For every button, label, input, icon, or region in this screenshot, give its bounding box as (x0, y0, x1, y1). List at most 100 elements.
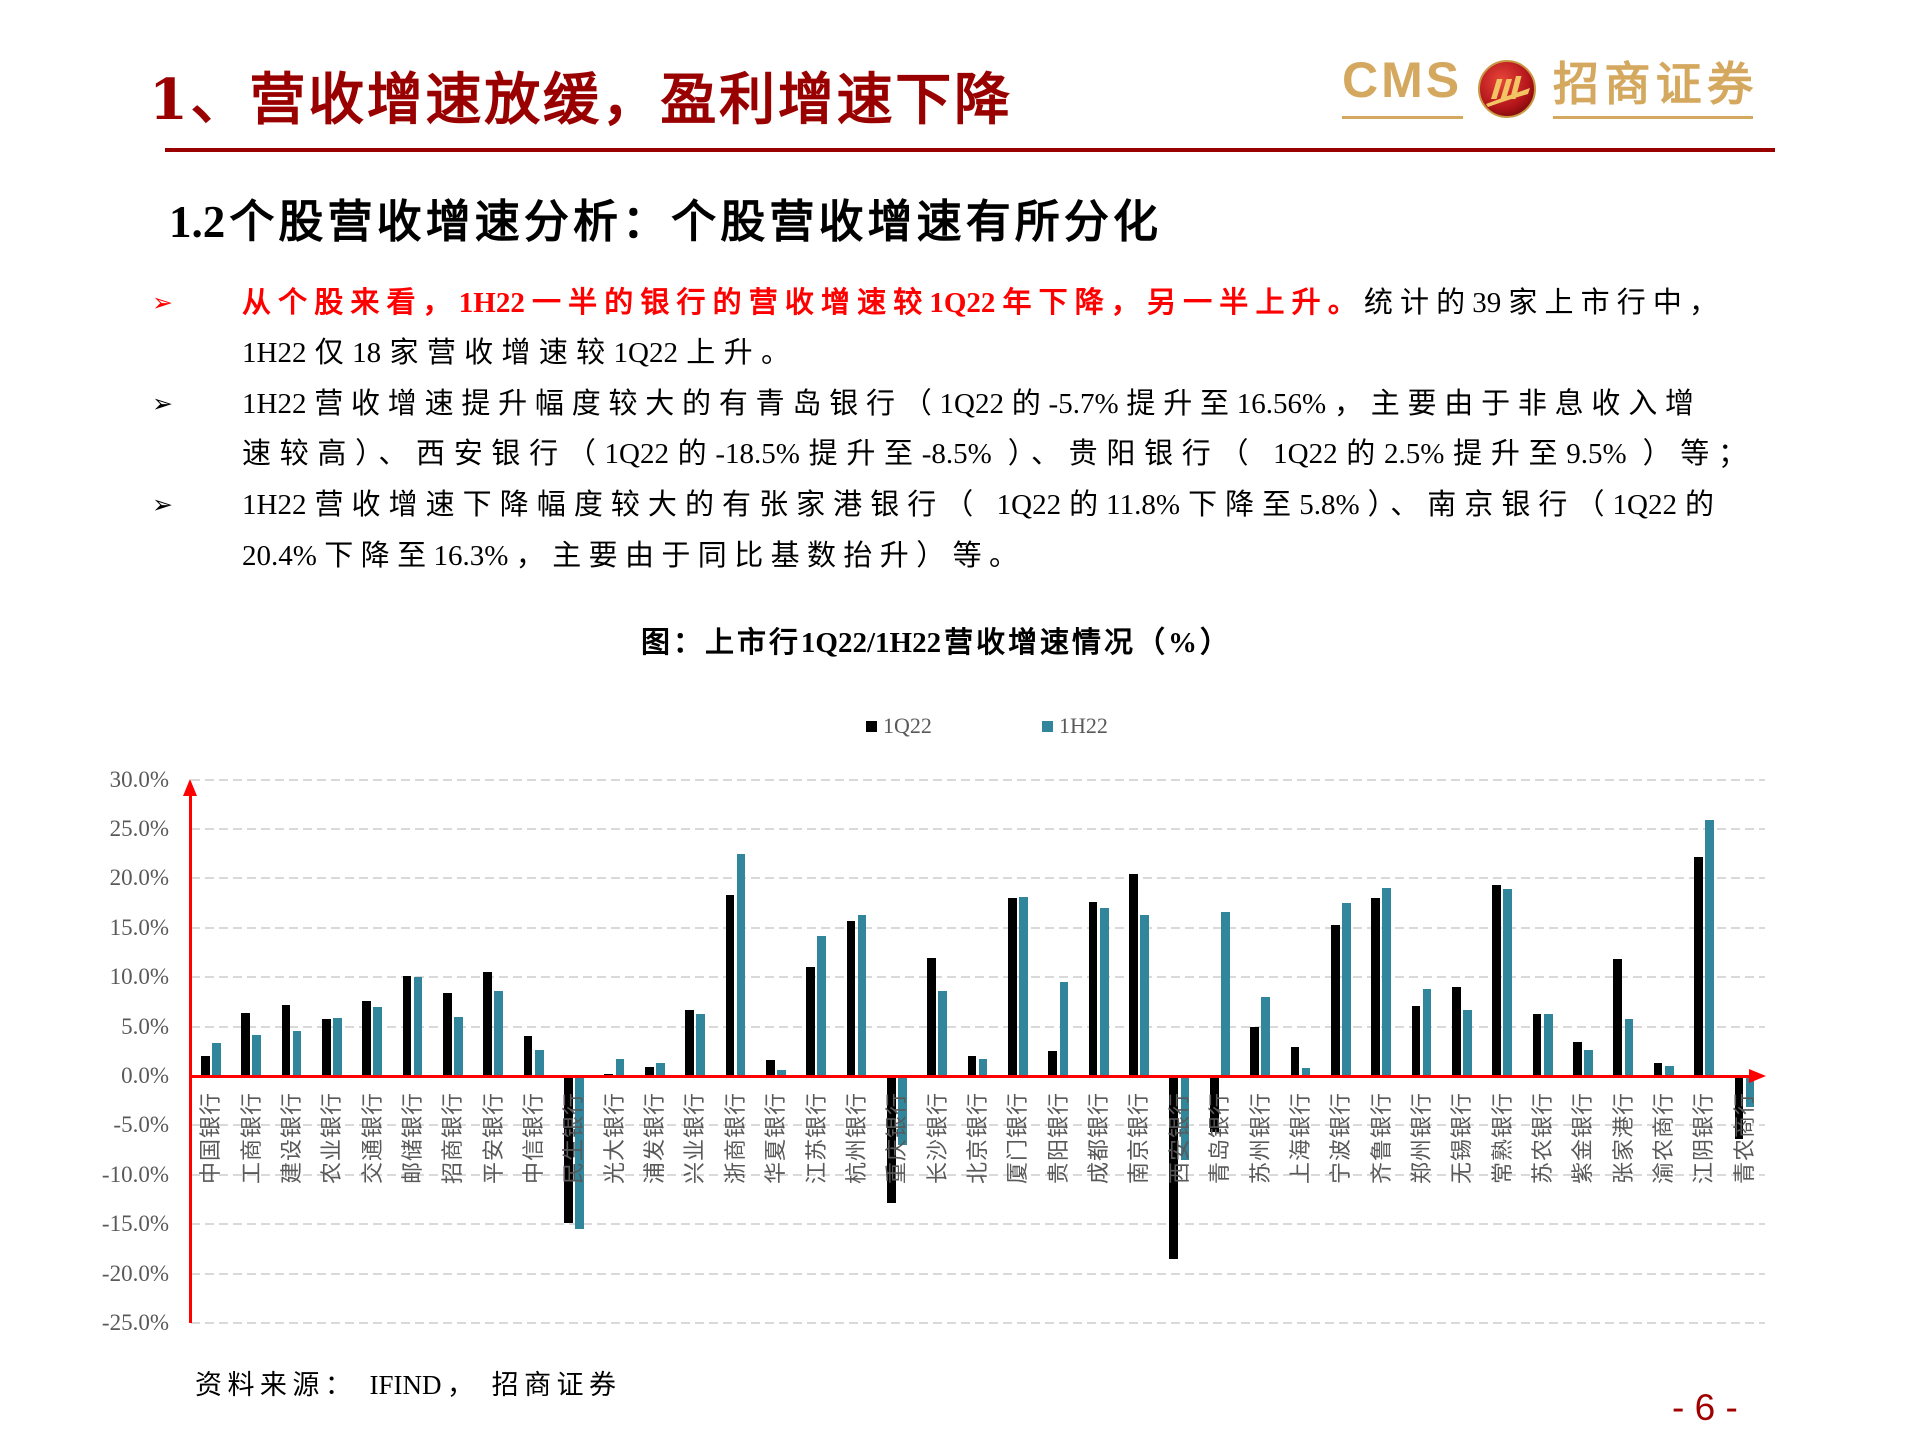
bar-1h22 (1140, 914, 1149, 1076)
bar-1q22 (1008, 898, 1017, 1076)
x-category-label: 交通银行 (359, 1092, 385, 1185)
x-category-label: 兴业银行 (682, 1092, 708, 1185)
bar-1h22 (333, 1017, 342, 1076)
y-tick-label: 20.0% (109, 865, 169, 891)
y-tick-label: 5.0% (121, 1013, 169, 1039)
legend-item-1h22: 1H22 (1042, 713, 1108, 739)
bar-1q22 (1573, 1042, 1582, 1076)
bar-1q22 (1653, 1063, 1663, 1076)
bar-1h22 (1342, 903, 1351, 1076)
x-category-label: 西安银行 (1166, 1092, 1192, 1185)
bar-1h22 (1019, 897, 1028, 1076)
bar-1h22 (211, 1043, 221, 1076)
arrow-bullet-icon: ➢ (152, 287, 173, 317)
bar-1h22 (1220, 912, 1230, 1076)
body-text: 1H22营收增速下降幅度较大的有张家港银行（ 1Q22的11.8%下降至5.8%… (242, 489, 1714, 522)
section-heading: 1.2个股营收增速分析：个股营收增速有所分化 (169, 197, 1158, 247)
x-category-label: 常熟银行 (1489, 1092, 1515, 1185)
bullet-2: ➢ 1H22营收增速提升幅度较大的有青岛银行（1Q22的-5.7%提升至16.5… (152, 379, 1747, 480)
x-category-label: 招商银行 (440, 1092, 466, 1185)
bar-1h22 (777, 1070, 786, 1076)
bar-1q22 (1129, 874, 1138, 1076)
bar-1q22 (1169, 1076, 1179, 1259)
bar-1q22 (1048, 1051, 1058, 1076)
x-category-label: 工商银行 (238, 1092, 264, 1185)
body-text: 1H22营收增速提升幅度较大的有青岛银行（1Q22的-5.7%提升至16.56%… (242, 387, 1694, 420)
bar-1h22 (292, 1030, 302, 1076)
x-category-label: 农业银行 (319, 1092, 345, 1185)
x-category-label: 郑州银行 (1408, 1092, 1434, 1185)
x-category-label: 青岛银行 (1207, 1092, 1233, 1185)
bar-1q22 (1330, 924, 1340, 1076)
bullet-3: ➢ 1H22营收增速下降幅度较大的有张家港银行（ 1Q22的11.8%下降至5.… (152, 480, 1714, 582)
bar-1h22 (736, 853, 746, 1076)
bar-1q22 (1452, 987, 1461, 1076)
x-category-label: 青农商行 (1731, 1092, 1757, 1185)
y-tick-label: -5.0% (113, 1112, 169, 1138)
x-category-label: 平安银行 (480, 1092, 506, 1185)
legend-label: 1Q22 (883, 713, 932, 738)
gridline (191, 1322, 1765, 1324)
body-text: 1H22仅18家营收增速较1Q22上升。 (242, 337, 790, 370)
x-category-label: 浙商银行 (722, 1092, 748, 1185)
bar-1q22 (1250, 1026, 1259, 1076)
x-category-label: 上海银行 (1287, 1092, 1313, 1185)
bar-1q22 (685, 1009, 694, 1076)
bar-1q22 (281, 1004, 291, 1076)
bar-1h22 (534, 1050, 544, 1076)
x-category-label: 江阴银行 (1691, 1092, 1717, 1185)
x-category-label: 光大银行 (601, 1092, 627, 1185)
bar-1h22 (1503, 889, 1513, 1076)
x-category-label: 中信银行 (521, 1092, 547, 1185)
body-text: 20.4%下降至16.3%，主要由于同比基数抬升）等。 (242, 539, 1018, 572)
bar-1h22 (1705, 820, 1714, 1076)
bar-1h22 (1664, 1066, 1674, 1076)
bar-1h22 (978, 1059, 988, 1076)
bar-1h22 (1099, 908, 1109, 1076)
bar-1q22 (1734, 1076, 1744, 1140)
bar-1q22 (241, 1012, 250, 1076)
logo-chinese-text: 招商证券 (1553, 57, 1753, 111)
bar-1q22 (1290, 1047, 1300, 1076)
gridline (191, 976, 1765, 979)
bar-1h22 (898, 1076, 907, 1146)
bar-1q22 (1088, 902, 1098, 1076)
bar-1h22 (1059, 982, 1069, 1076)
bar-1q22 (644, 1067, 654, 1076)
x-category-label: 苏州银行 (1247, 1092, 1273, 1185)
x-category-label: 无锡银行 (1449, 1092, 1475, 1185)
legend-swatch-icon (866, 721, 877, 732)
y-tick-label: -25.0% (101, 1310, 169, 1335)
body-text: 统计的39家上市行中， (1363, 286, 1718, 319)
logo-latin-text: CMS (1342, 52, 1463, 108)
gridline (191, 1124, 1765, 1127)
bar-1q22 (806, 967, 815, 1076)
y-tick-label: 25.0% (109, 816, 169, 841)
y-tick-label: -20.0% (101, 1260, 169, 1286)
bullet-line: 1H22营收增速下降幅度较大的有张家港银行（ 1Q22的11.8%下降至5.8%… (242, 480, 1714, 531)
bar-1h22 (817, 935, 827, 1076)
x-category-label: 浦发银行 (642, 1092, 668, 1185)
bar-1h22 (1422, 989, 1432, 1076)
bullet-line: 20.4%下降至16.3%，主要由于同比基数抬升）等。 (242, 531, 1018, 582)
logo-underline (1553, 116, 1753, 119)
bar-1q22 (846, 920, 856, 1076)
bar-1q22 (1613, 959, 1623, 1076)
bar-1h22 (1543, 1013, 1553, 1076)
x-category-label: 贵阳银行 (1045, 1092, 1071, 1185)
x-category-label: 邮储银行 (399, 1092, 425, 1185)
gridline (191, 877, 1765, 880)
bar-1q22 (483, 972, 493, 1076)
x-category-label: 民生银行 (561, 1092, 587, 1185)
bullet-1: ➢ 从个股来看，1H22一半的银行的营收增速较1Q22年下降，另一半上升。统计的… (152, 278, 1718, 379)
bar-1q22 (765, 1060, 775, 1076)
x-category-label: 宁波银行 (1328, 1092, 1354, 1185)
logo-underline (1342, 116, 1463, 119)
x-category-label: 华夏银行 (763, 1092, 789, 1185)
x-axis-line (189, 1074, 1752, 1078)
bar-1h22 (373, 1006, 383, 1076)
bar-1h22 (1584, 1050, 1593, 1076)
arrow-bullet-icon: ➢ (152, 388, 173, 418)
y-tick-label: -10.0% (101, 1161, 169, 1187)
